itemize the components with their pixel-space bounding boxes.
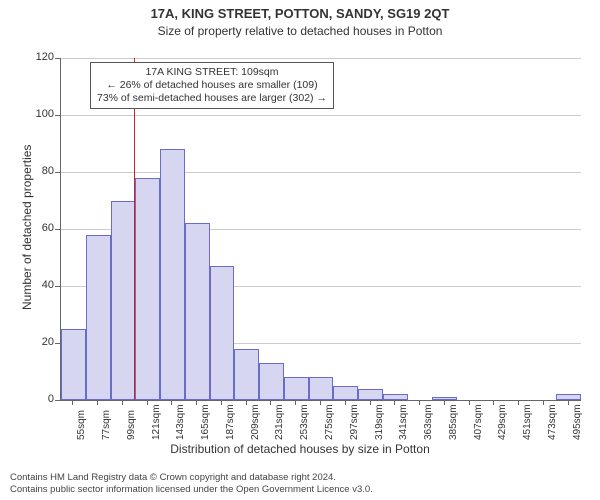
footer-line-2: Contains public sector information licen… [10, 484, 373, 496]
reference-annotation: 17A KING STREET: 109sqm ← 26% of detache… [90, 62, 334, 109]
xtick-mark [444, 400, 445, 405]
histogram-bar [333, 386, 358, 400]
ytick-label: 120 [36, 51, 54, 63]
ytick-label: 60 [42, 222, 54, 234]
ytick-mark [55, 115, 60, 116]
x-axis-label: Distribution of detached houses by size … [0, 442, 600, 456]
histogram-bar [234, 349, 259, 400]
y-axis-label: Number of detached properties [20, 145, 34, 310]
plot-area [60, 58, 581, 401]
chart-subtitle: Size of property relative to detached ho… [0, 24, 600, 38]
xtick-mark [97, 400, 98, 405]
xtick-mark [221, 400, 222, 405]
annotation-line-3: 73% of semi-detached houses are larger (… [97, 92, 327, 105]
histogram-bar [61, 329, 86, 400]
xtick-mark [196, 400, 197, 405]
ytick-label: 20 [42, 336, 54, 348]
xtick-label: 99sqm [126, 410, 137, 440]
xtick-label: 231sqm [274, 404, 285, 440]
histogram-bar [160, 149, 185, 400]
annotation-line-1: 17A KING STREET: 109sqm [97, 66, 327, 79]
xtick-label: 451sqm [522, 404, 533, 440]
xtick-mark [122, 400, 123, 405]
xtick-label: 275sqm [324, 404, 335, 440]
xtick-mark [493, 400, 494, 405]
xtick-label: 143sqm [175, 404, 186, 440]
footer-line-1: Contains HM Land Registry data © Crown c… [10, 472, 373, 484]
histogram-bar [86, 235, 111, 400]
chart-title: 17A, KING STREET, POTTON, SANDY, SG19 2Q… [0, 6, 600, 21]
xtick-label: 121sqm [151, 404, 162, 440]
gridline [61, 172, 581, 173]
xtick-label: 209sqm [250, 404, 261, 440]
xtick-mark [543, 400, 544, 405]
histogram-bar [556, 394, 581, 400]
xtick-mark [394, 400, 395, 405]
histogram-bar [309, 377, 334, 400]
ytick-label: 80 [42, 165, 54, 177]
xtick-label: 473sqm [547, 404, 558, 440]
histogram-bar [210, 266, 235, 400]
histogram-bar [135, 178, 160, 400]
ytick-label: 40 [42, 279, 54, 291]
chart-container: 17A, KING STREET, POTTON, SANDY, SG19 2Q… [0, 0, 600, 500]
xtick-mark [419, 400, 420, 405]
annotation-line-2: ← 26% of detached houses are smaller (10… [97, 79, 327, 92]
histogram-bar [284, 377, 309, 400]
xtick-mark [147, 400, 148, 405]
ytick-mark [55, 286, 60, 287]
xtick-label: 55sqm [76, 410, 87, 440]
xtick-mark [568, 400, 569, 405]
ytick-mark [55, 343, 60, 344]
xtick-label: 495sqm [572, 404, 583, 440]
xtick-mark [72, 400, 73, 405]
xtick-label: 297sqm [349, 404, 360, 440]
ytick-mark [55, 400, 60, 401]
xtick-label: 429sqm [497, 404, 508, 440]
xtick-mark [270, 400, 271, 405]
xtick-mark [370, 400, 371, 405]
xtick-mark [246, 400, 247, 405]
xtick-mark [171, 400, 172, 405]
ytick-mark [55, 172, 60, 173]
ytick-label: 100 [36, 108, 54, 120]
xtick-label: 187sqm [225, 404, 236, 440]
footer-attribution: Contains HM Land Registry data © Crown c… [10, 472, 373, 496]
gridline [61, 115, 581, 116]
xtick-label: 319sqm [374, 404, 385, 440]
histogram-bar [111, 201, 136, 401]
ytick-mark [55, 229, 60, 230]
histogram-bar [259, 363, 284, 400]
xtick-label: 341sqm [398, 404, 409, 440]
histogram-bar [432, 397, 457, 400]
histogram-bar [358, 389, 383, 400]
xtick-label: 165sqm [200, 404, 211, 440]
xtick-mark [295, 400, 296, 405]
ytick-mark [55, 58, 60, 59]
xtick-label: 77sqm [101, 410, 112, 440]
xtick-label: 407sqm [473, 404, 484, 440]
xtick-label: 253sqm [299, 404, 310, 440]
xtick-label: 385sqm [448, 404, 459, 440]
xtick-label: 363sqm [423, 404, 434, 440]
xtick-mark [320, 400, 321, 405]
xtick-mark [518, 400, 519, 405]
xtick-mark [345, 400, 346, 405]
gridline [61, 58, 581, 59]
ytick-label: 0 [48, 393, 54, 405]
histogram-bar [185, 223, 210, 400]
xtick-mark [469, 400, 470, 405]
